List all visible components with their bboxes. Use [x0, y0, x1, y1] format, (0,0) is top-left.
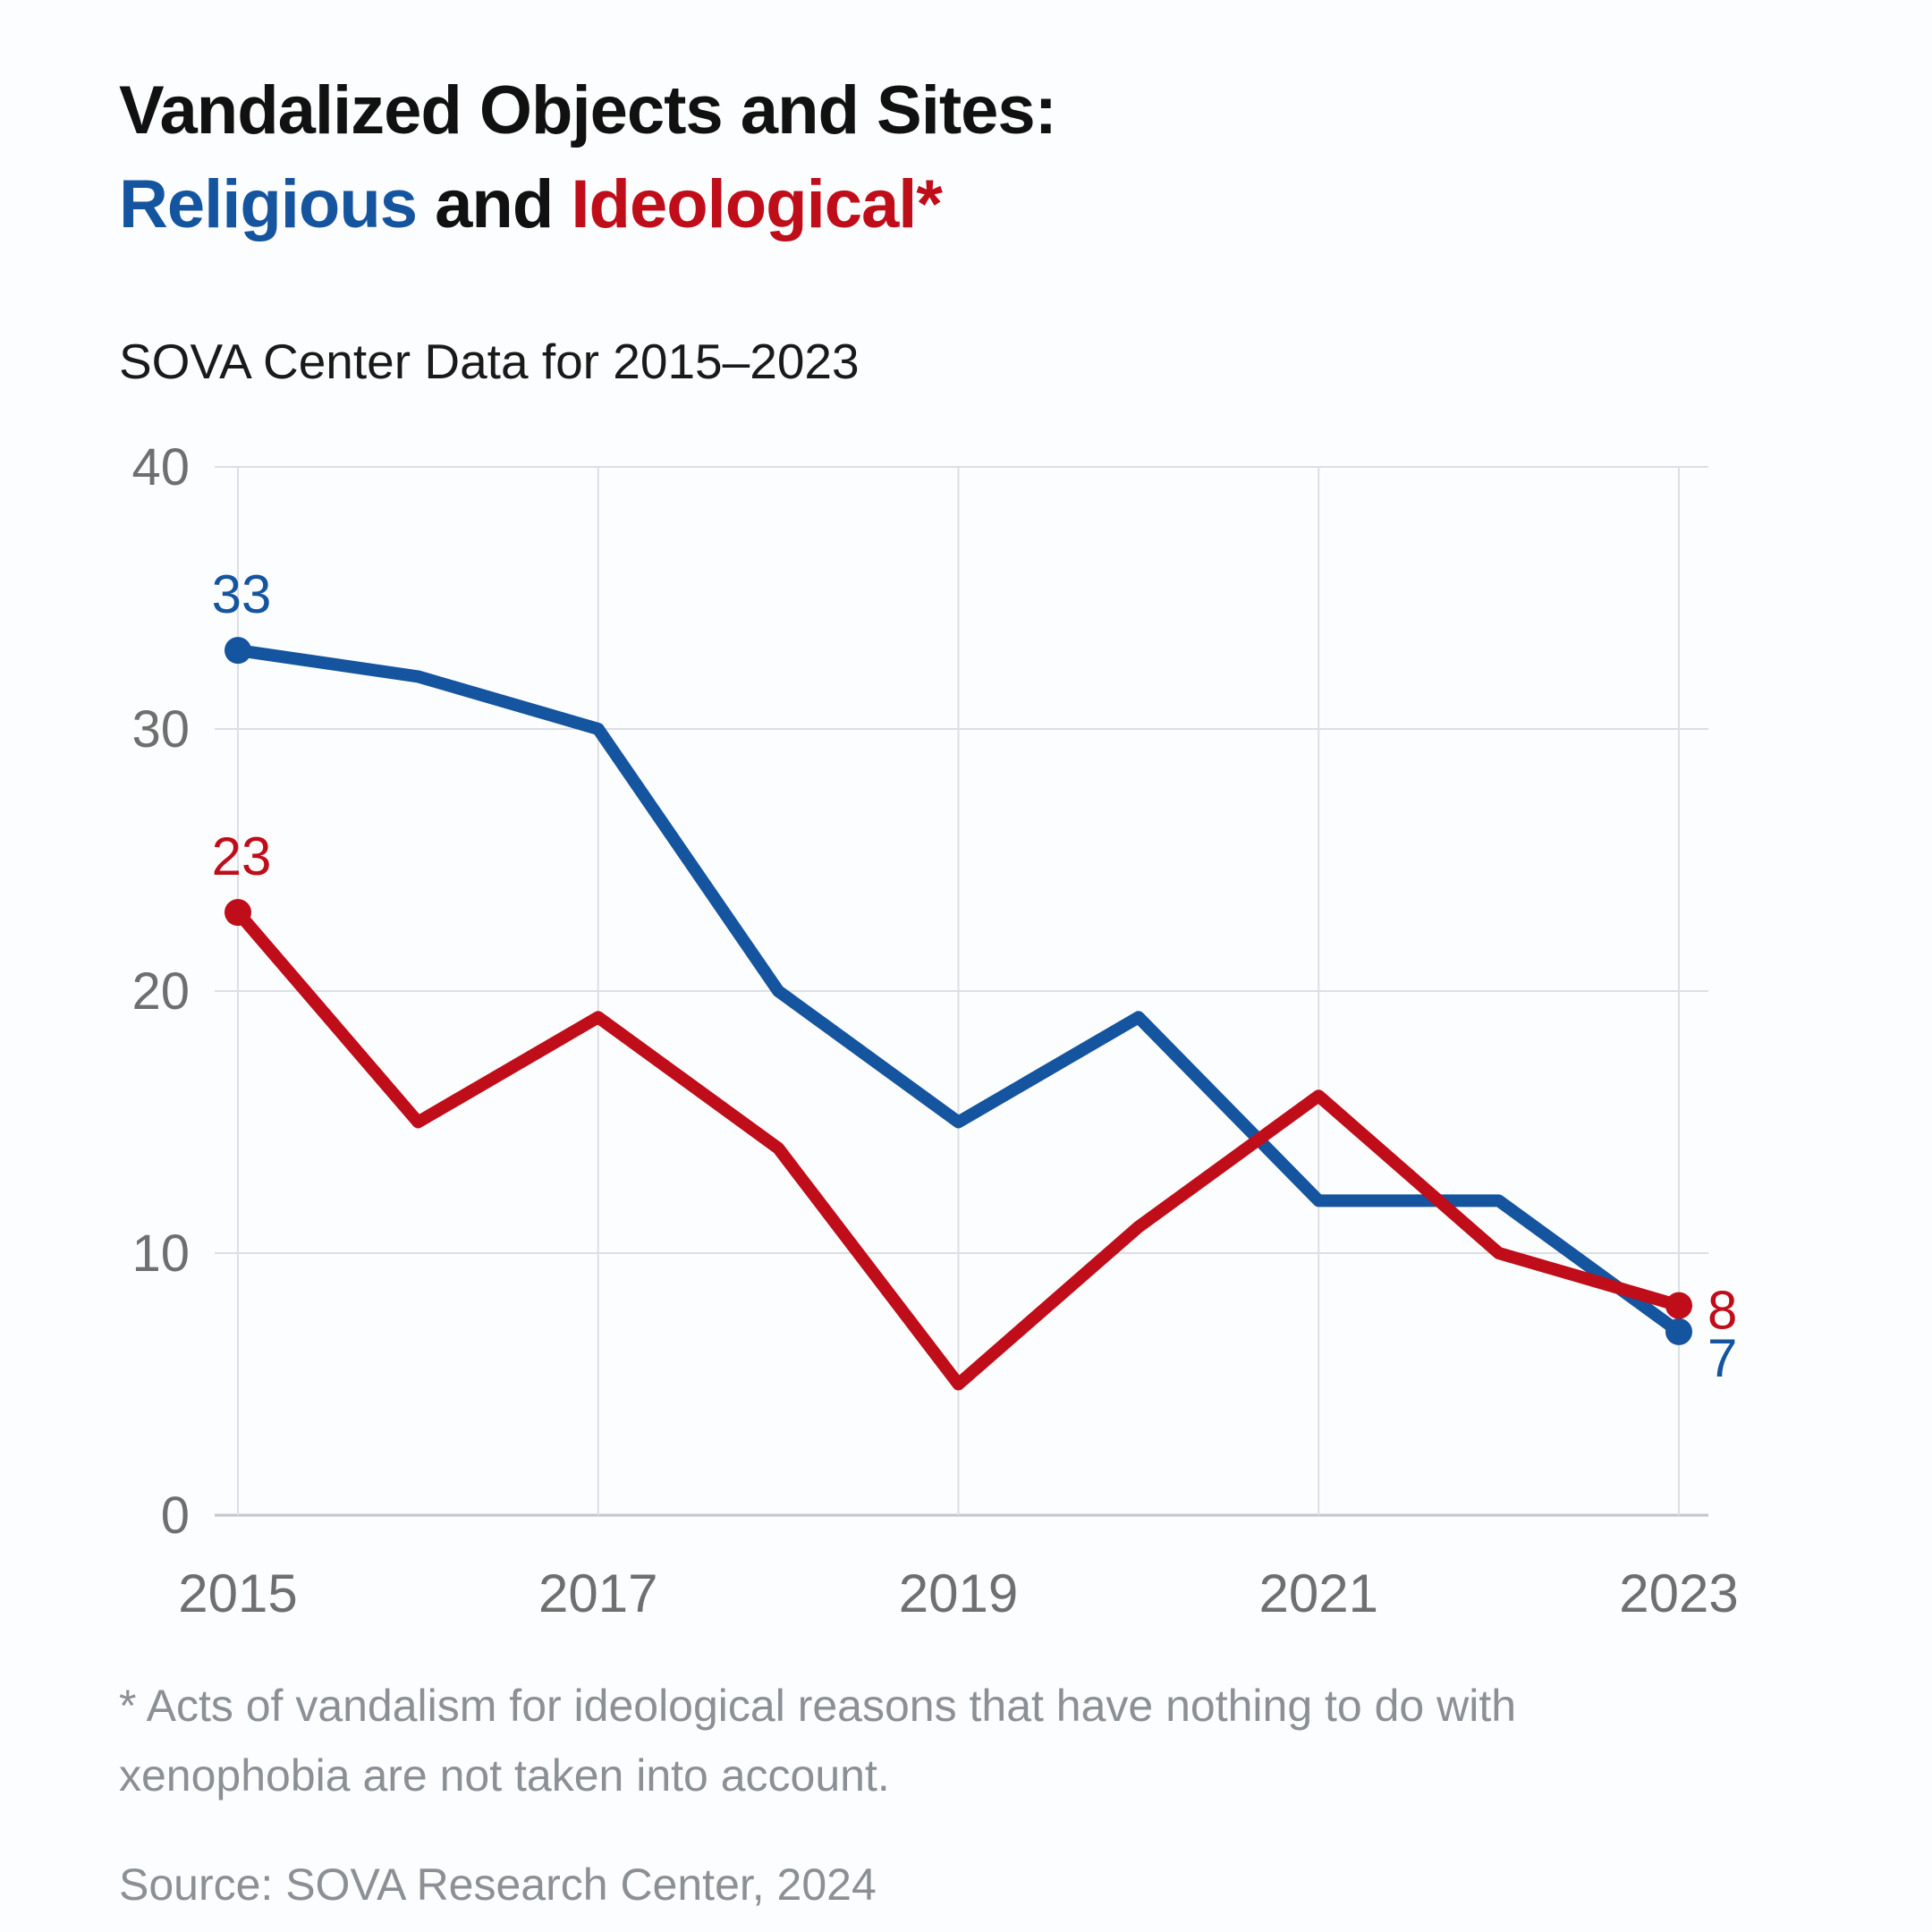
chart-title-line2: Religious and Ideological*: [119, 158, 1056, 252]
chart-title: Vandalized Objects and Sites: Religious …: [119, 64, 1057, 252]
y-tick-label: 0: [161, 1487, 190, 1545]
value-label-religious-last: 7: [1707, 1328, 1737, 1388]
x-tick-label: 2023: [1619, 1563, 1738, 1623]
data-point-religious-last: [1665, 1318, 1692, 1345]
value-label-religious-first: 33: [212, 564, 272, 624]
y-tick-label: 40: [131, 438, 190, 496]
title-word-ideological: Ideological*: [571, 165, 943, 242]
title-word-and: and: [417, 165, 572, 242]
value-label-ideological-last: 8: [1707, 1281, 1737, 1341]
y-tick-label: 20: [131, 962, 190, 1021]
value-label-ideological-first: 23: [212, 826, 272, 886]
title-word-religious: Religious: [119, 165, 418, 242]
footnote-text: * Acts of vandalism for ideological reas…: [119, 1681, 1517, 1801]
source-text: Source: SOVA Research Center, 2024: [119, 1860, 877, 1910]
x-tick-label: 2017: [538, 1563, 657, 1623]
series-line-ideological: [232, 906, 1685, 1391]
data-point-ideological-last: [1665, 1292, 1692, 1319]
data-point-ideological-first: [225, 899, 251, 927]
y-tick-label: 10: [131, 1224, 190, 1283]
x-tick-label: 2019: [899, 1563, 1018, 1623]
y-tick-label: 30: [131, 700, 190, 758]
chart-title-line1: Vandalized Objects and Sites:: [119, 72, 1057, 148]
chart-subtitle: SOVA Center Data for 2015–2023: [119, 334, 860, 389]
data-point-religious-first: [225, 637, 251, 665]
x-tick-label: 2021: [1259, 1563, 1378, 1623]
x-tick-label: 2015: [178, 1563, 297, 1623]
